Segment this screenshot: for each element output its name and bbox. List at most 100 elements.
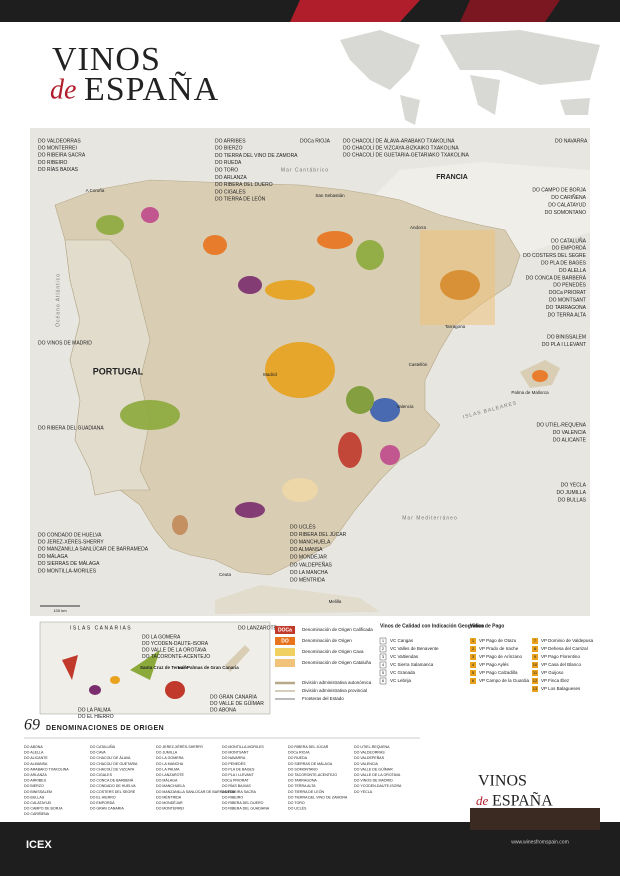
title-vinos: VINOS — [52, 41, 161, 78]
list-item: DO VALDEPEÑAS — [354, 755, 385, 760]
legend-number: 7 — [534, 638, 537, 643]
legend-number: 3 — [382, 654, 385, 659]
legend-number: 3 — [472, 654, 475, 659]
legend-number: 2 — [382, 646, 385, 651]
list-item: DO RÍAS BAIXAS — [222, 784, 251, 788]
place-label: A Coruña — [86, 188, 105, 193]
list-item: DO CONCA DE BARBERÀ — [90, 779, 134, 783]
list-item: DO MONTERREI — [156, 807, 184, 811]
legend-number-box — [379, 661, 387, 669]
do-label: DO TERRA ALTA — [548, 312, 587, 318]
title-de: de — [50, 74, 76, 105]
list-item: DO TACORONTE-ACENTEJO — [288, 773, 337, 777]
list-item: DO YECLA — [354, 790, 373, 794]
footer-url: www.winesfromspain.com — [511, 839, 569, 845]
do-label: DO TIERRA DEL VINO DE ZAMORA — [215, 153, 298, 159]
legend-swatch — [275, 637, 295, 645]
do-label: DO ARLANZA — [215, 175, 247, 181]
list-item: DO MONTILLA-MORILES — [222, 745, 264, 749]
list-item: DO CALATAYUD — [24, 801, 52, 805]
legend-number: 6 — [472, 678, 475, 683]
list-item: DO NAVARRA — [222, 756, 246, 760]
list-item: DO PLA DE BAGES — [222, 767, 255, 771]
do-label: DO CATALUÑA — [551, 237, 586, 244]
legend-text: VP Prado de Irache — [479, 646, 519, 651]
inset-title: ISLAS CANARIAS — [70, 625, 132, 631]
list-item: DO ARABAKO TXAKOLINA — [24, 767, 69, 771]
legend-text: VC Sierra Salamanca — [390, 662, 434, 667]
legend-text: VP Dominio de Valdepusa — [541, 638, 594, 643]
do-label: DO UCLÉS — [290, 523, 316, 530]
legend-text: VP Pago Aylés — [479, 662, 509, 667]
do-label: DO VALENCIA — [553, 430, 587, 436]
list-item: DO CONDADO DE HUELVA — [90, 784, 136, 788]
legend-text: VP Los Balagueses — [541, 686, 581, 691]
legend-number-box — [379, 645, 387, 653]
list-item: DO RIBEIRA SACRA — [222, 790, 257, 794]
do-label: DO RIBERA DEL GUADIANA — [38, 425, 104, 431]
place-label: Tarragona — [445, 324, 466, 329]
list-item: DO EL HIERRO — [90, 795, 116, 799]
legend-text: Fronteras del Estado — [302, 696, 344, 701]
legend-number-box — [470, 638, 476, 644]
do-label: DO VALDEORRAS — [38, 138, 81, 144]
legend-number-box — [532, 654, 538, 660]
legend-text: Denominación de Origen Cataluña — [302, 660, 372, 665]
list-item: DO BINISSALEM — [24, 790, 52, 794]
legend-text: VP Casa del Blanco — [541, 662, 581, 667]
list-item: DO LA PALMA — [156, 767, 180, 771]
do-label: DO VALDEPEÑAS — [290, 561, 333, 568]
legend-number: 12 — [533, 678, 538, 683]
legend-text: VC Valtiendas — [390, 654, 419, 659]
africa — [215, 585, 380, 614]
do-label: DO MONTERREI — [38, 146, 77, 152]
do-label: DO RIBEIRO — [38, 160, 68, 166]
list-item: DO MONTSANT — [222, 751, 249, 755]
do-label: DO PLA I LLEVANT — [542, 342, 586, 348]
do-label: DO RIBEIRA SACRA — [38, 153, 86, 159]
place-label: Castellón — [409, 362, 428, 367]
list-item: DO CHACOLÍ DE ÁLAVA — [90, 756, 131, 760]
list-title: DENOMINACIONES DE ORIGEN — [46, 725, 164, 732]
logo-vinos: VINOS — [478, 773, 527, 790]
list-item: DO SIERRAS DE MÁLAGA — [288, 762, 333, 766]
legend-number-box — [532, 646, 538, 652]
list-item: DO LA MANCHA — [156, 762, 184, 766]
list-item: DOCa RIOJA — [288, 751, 310, 755]
legend-number: 1 — [382, 638, 385, 643]
legend-number-box — [379, 653, 387, 661]
list-item: DO VALDEORRAS — [354, 751, 385, 755]
list-item: DO MANZANILLA SANLÚCAR DE BARRAMEDA — [156, 789, 236, 794]
footer-brand: ICEX — [26, 839, 52, 851]
legend-text: VC Lebrija — [390, 678, 412, 683]
list-item: DO TORO — [288, 801, 305, 805]
place-label: Palma de Mallorca — [511, 390, 549, 395]
legend-text: Denominación de Origen Calificada — [302, 627, 373, 632]
header-accent — [290, 0, 420, 22]
do-label: DO PLA DE BAGES — [541, 261, 587, 267]
sea-label: Mar Mediterráneo — [402, 515, 457, 521]
do-label: DO TACORONTE-ACENTEJO — [142, 654, 210, 660]
legend-number-box — [470, 646, 476, 652]
do-label: DO VINOS DE MADRID — [38, 340, 92, 346]
sea-label: Océano Atlántico — [55, 273, 61, 327]
legend-key: DOCa — [278, 627, 292, 633]
legend-text: VP Pago Calzadilla — [479, 670, 518, 675]
list-item: DO VALLE DE GÜÍMAR — [354, 767, 393, 771]
place-label: Andorra — [410, 225, 427, 230]
do-label: DO ABONA — [210, 707, 237, 713]
list-item: DO MANCHUELA — [156, 784, 186, 788]
list-item: DO ALICANTE — [24, 756, 48, 760]
list-item: DO JEREZ-XÉRÈS-SHERRY — [156, 744, 204, 749]
legend-text: VC Cangas — [390, 638, 414, 643]
legend-heading: Vinos de Calidad con Indicación Geográfi… — [380, 623, 484, 629]
list-number: 69 — [24, 717, 40, 734]
list-item: DO TERRA ALTA — [288, 784, 316, 788]
place-label: Ceuta — [219, 572, 232, 577]
do-label: DO SIERRAS DE MÁLAGA — [38, 560, 100, 567]
place-label: Madrid — [263, 372, 277, 377]
legend-number-box — [379, 669, 387, 677]
list-item: DO PENEDÈS — [222, 761, 246, 766]
legend-number: 5 — [472, 670, 475, 675]
